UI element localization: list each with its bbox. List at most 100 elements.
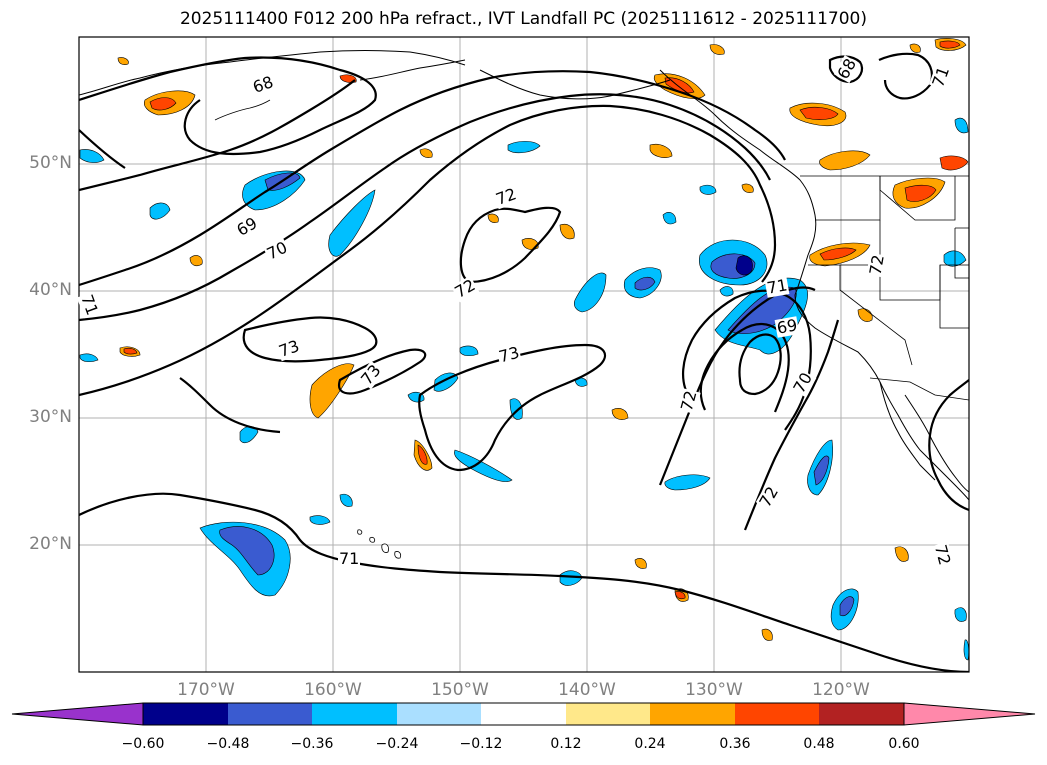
contour-line (79, 104, 777, 397)
contour-line (928, 379, 969, 512)
colorbar-tick-label: 0.12 (550, 736, 582, 752)
colorbar-extend-left (11, 702, 144, 726)
border-state (939, 265, 969, 329)
anomaly-patch (819, 150, 871, 171)
anomaly-patch (674, 591, 686, 600)
contour-line (79, 492, 969, 672)
anomaly-patch (735, 255, 753, 276)
anomaly-patch (573, 272, 607, 313)
map-area (79, 37, 969, 672)
colorbar-tick-label: 0.24 (634, 736, 666, 752)
contour-line (738, 333, 782, 396)
anomaly-patch (189, 255, 203, 267)
colorbar-segment (735, 703, 819, 725)
anomaly-patch (699, 184, 717, 195)
island-aleutian (214, 99, 271, 121)
border-state (879, 176, 956, 221)
anomaly-patch (79, 149, 105, 163)
coastline-bc (659, 69, 817, 256)
anomaly-patch (799, 106, 839, 120)
anomaly-patch (741, 183, 754, 193)
lon-label: 170°W (177, 680, 235, 700)
colorbar-tick-label: 0.60 (888, 736, 920, 752)
colorbar-segment (819, 703, 904, 725)
anomaly-patch (709, 44, 725, 55)
colorbar-segment (312, 703, 397, 725)
anomaly-patch (719, 286, 734, 297)
border-state (839, 265, 913, 366)
anomaly-patch (239, 426, 259, 444)
anomaly-patch (559, 223, 575, 240)
island-hawaii (369, 536, 376, 543)
anomaly-patch (939, 155, 969, 171)
border-us-mexico (869, 377, 969, 401)
anomaly-patch (904, 184, 937, 202)
anomaly-patch (123, 347, 138, 355)
anomaly-patch (634, 276, 656, 291)
anomaly-patch (328, 189, 376, 257)
anomaly-patch (417, 444, 428, 465)
anomaly-patch (813, 455, 830, 486)
lon-label: 160°W (304, 680, 362, 700)
anomaly-patch (309, 515, 331, 525)
anomaly-patch (662, 212, 677, 225)
anomaly-patch (963, 639, 969, 661)
anomaly-patch (487, 213, 499, 223)
lat-label: 40°N (29, 280, 72, 300)
contour-line (242, 316, 378, 363)
lon-label: 140°W (558, 680, 616, 700)
contour-label: 71 (338, 549, 361, 568)
coastline-gulf-ca (904, 394, 969, 493)
colorbar-tick-label: −0.48 (206, 736, 250, 752)
colorbar-segment (566, 703, 650, 725)
colorbar-segment (650, 703, 735, 725)
anomaly-patch (939, 40, 961, 49)
contour-line (179, 377, 281, 434)
lon-label: 150°W (431, 680, 489, 700)
anomaly-patch (339, 74, 357, 83)
anomaly-patch (79, 353, 99, 363)
coastline-alaska (79, 50, 671, 100)
anomaly-patch (339, 493, 353, 507)
lat-label: 50°N (29, 153, 72, 173)
colorbar-segment (228, 703, 312, 725)
coastlines (79, 50, 969, 501)
colorbar-tick-label: −0.12 (459, 736, 503, 752)
contour-label: 69 (774, 315, 800, 338)
negative-anomaly-patches (79, 117, 969, 661)
anomaly-patch (149, 97, 177, 111)
anomaly-patch (894, 546, 909, 562)
anomaly-patch (761, 628, 773, 641)
contour-line (743, 319, 840, 531)
contour-line (337, 348, 427, 395)
colorbar-tick-label: 0.48 (803, 736, 835, 752)
colorbar-segment (481, 703, 566, 725)
border-state (954, 227, 969, 279)
contour-line (699, 322, 790, 413)
colorbar-tick-label: −0.24 (375, 736, 419, 752)
lon-label: 120°W (812, 680, 870, 700)
islands (214, 99, 402, 559)
contour-label: 71 (764, 275, 790, 298)
contour-line (79, 79, 356, 192)
refractivity-contours (79, 52, 969, 672)
anomaly-patch (634, 558, 647, 569)
map-frame (78, 36, 970, 673)
anomaly-patch (819, 247, 857, 261)
lon-label: 130°W (685, 680, 743, 700)
anomaly-patch (909, 43, 921, 53)
lat-label: 20°N (29, 534, 72, 554)
colorbar-tick-label: 0.36 (719, 736, 751, 752)
anomaly-patch (507, 141, 541, 154)
anomaly-patch (839, 596, 855, 617)
borders (800, 175, 969, 401)
colorbar-tick-label: −0.36 (290, 736, 334, 752)
positive-anomaly-patches (117, 38, 969, 641)
anomaly-patch (219, 526, 275, 576)
anomaly-patch (954, 117, 969, 134)
colorbar-segment (397, 703, 481, 725)
island-hawaii (357, 529, 363, 535)
anomaly-patch (954, 607, 967, 622)
colorbar-tick-label: −0.60 (121, 736, 165, 752)
